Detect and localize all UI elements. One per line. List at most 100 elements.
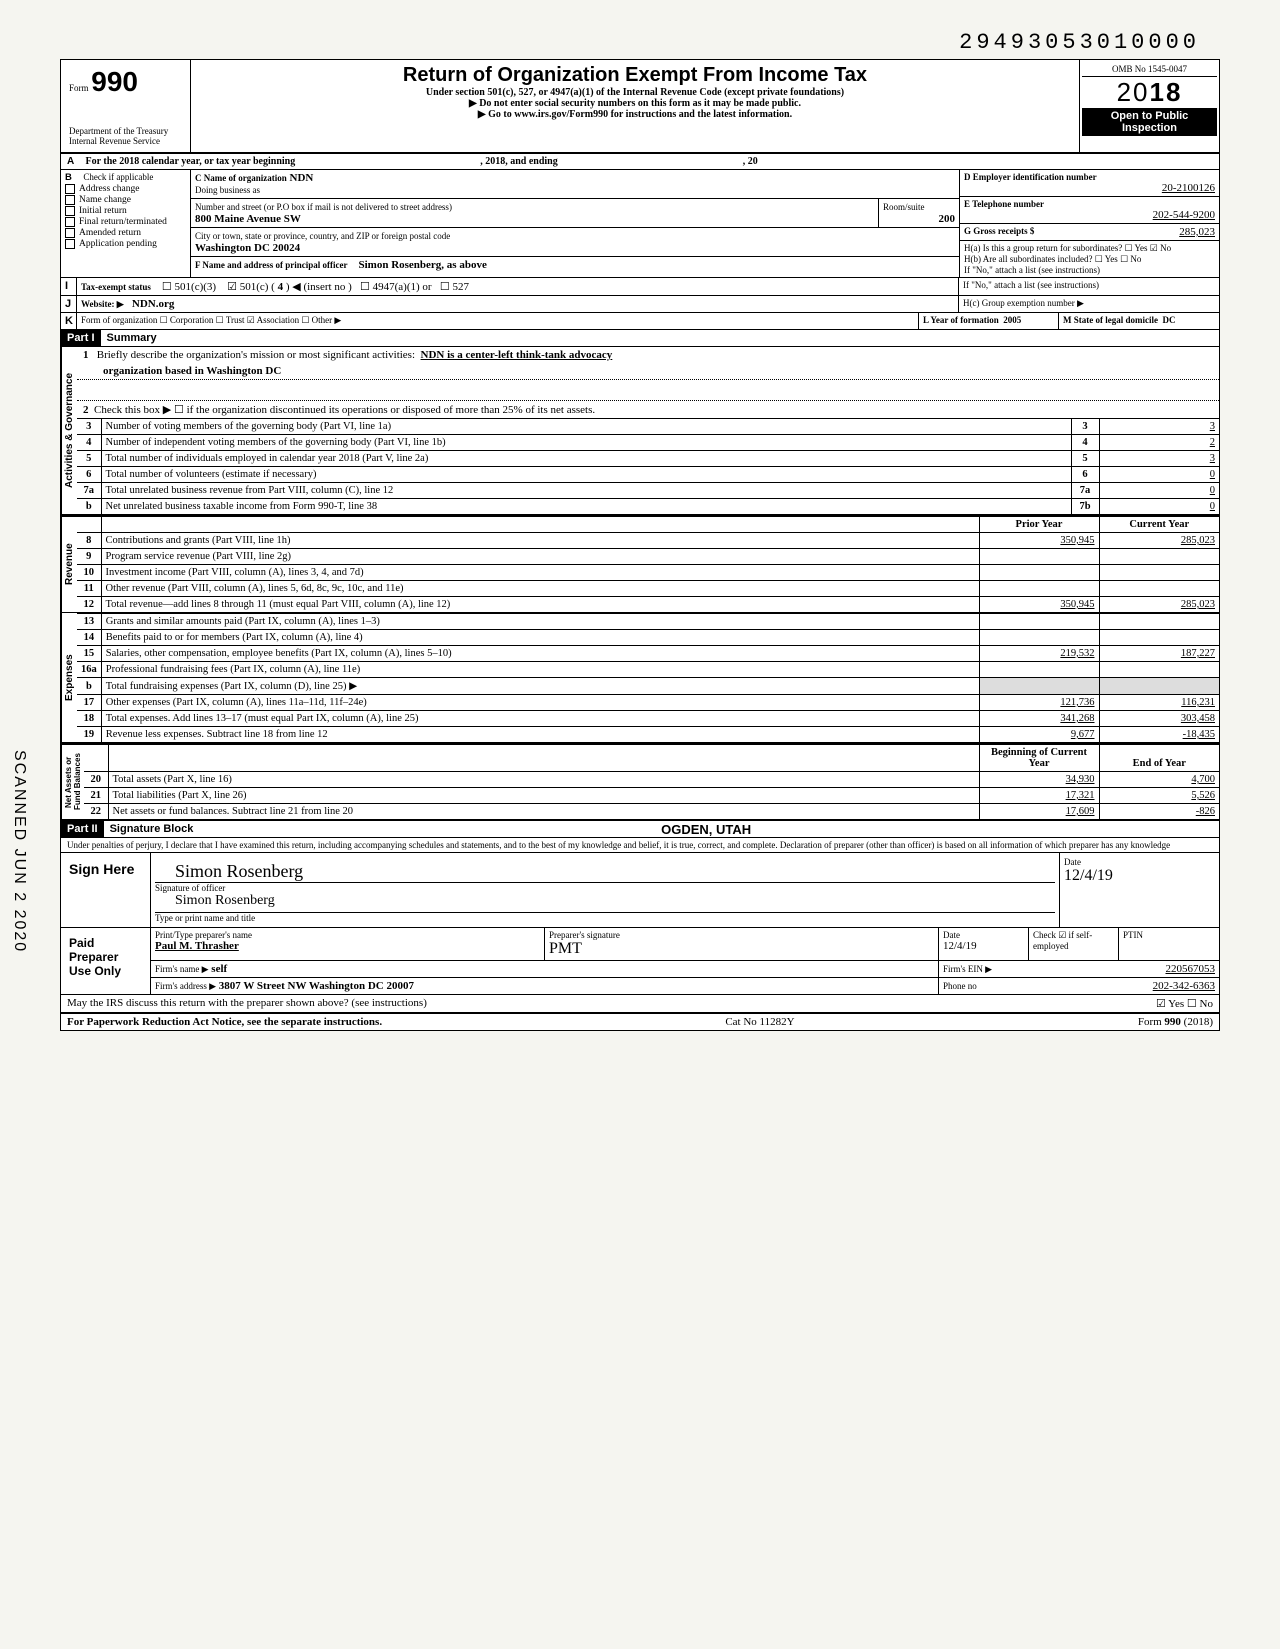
table-row: 22Net assets or fund balances. Subtract …: [84, 804, 1219, 820]
name-print-label: Type or print name and title: [155, 913, 1055, 923]
form-prefix: Form: [69, 83, 89, 93]
label-col: Total number of volunteers (estimate if …: [101, 467, 1071, 483]
val: 285,023: [1099, 597, 1219, 613]
label-col: Total fundraising expenses (Part IX, col…: [101, 678, 979, 695]
firm-name: self: [211, 963, 227, 975]
val: 4,700: [1099, 772, 1219, 788]
table-row: 18Total expenses. Add lines 13–17 (must …: [77, 711, 1219, 727]
table-row: 14Benefits paid to or for members (Part …: [77, 630, 1219, 646]
f-label: F Name and address of principal officer: [195, 260, 348, 270]
opt-trust: Trust: [226, 315, 245, 325]
ptin-label: PTIN: [1123, 930, 1215, 940]
revenue-label: Revenue: [61, 517, 77, 612]
opt-501c3: 501(c)(3): [175, 281, 217, 293]
val: [979, 678, 1099, 695]
line-a-end: , 20: [743, 156, 758, 167]
part-2-header: Part II Signature Block OGDEN, UTAH: [61, 821, 1219, 838]
chk-label: Amended return: [79, 228, 141, 238]
table-row: 21Total liabilities (Part X, line 26)17,…: [84, 788, 1219, 804]
line-i: I Tax-exempt status ☐ 501(c)(3) ☑ 501(c)…: [61, 278, 1219, 296]
sig-label: Signature of officer: [155, 883, 1055, 893]
val: [1099, 549, 1219, 565]
h-note-2: If "No," attach a list (see instructions…: [959, 278, 1219, 295]
val: 0: [1099, 483, 1219, 499]
chk-address-change[interactable]: Address change: [65, 184, 186, 194]
sign-here-block: Sign Here Simon Rosenberg Signature of o…: [61, 853, 1219, 928]
open-public-2: Inspection: [1084, 122, 1215, 134]
label-col: Program service revenue (Part VIII, line…: [101, 549, 979, 565]
city-label: City or town, state or province, country…: [195, 231, 450, 241]
tax-exempt-label: Tax-exempt status: [81, 282, 151, 292]
opt-501c: 501(c) (: [240, 281, 275, 293]
table-row: 19Revenue less expenses. Subtract line 1…: [77, 727, 1219, 743]
scanned-stamp: SCANNED JUN 2 2020: [10, 750, 28, 953]
dba-label: Doing business as: [195, 185, 260, 195]
table-row: 9Program service revenue (Part VIII, lin…: [77, 549, 1219, 565]
val: [979, 662, 1099, 678]
chk-name-change[interactable]: Name change: [65, 195, 186, 205]
sign-here-label: Sign Here: [61, 853, 151, 927]
val: 116,231: [1099, 695, 1219, 711]
val: 219,532: [979, 646, 1099, 662]
label-col: Number of independent voting members of …: [101, 435, 1071, 451]
table-row: bNet unrelated business taxable income f…: [77, 499, 1219, 515]
chk-amended[interactable]: Amended return: [65, 228, 186, 238]
footer-mid: Cat No 11282Y: [382, 1016, 1138, 1028]
prior-year-header: Prior Year: [979, 517, 1099, 533]
label-col: Salaries, other compensation, employee b…: [101, 646, 979, 662]
end-year-header: End of Year: [1099, 745, 1219, 772]
label-col: Professional fundraising fees (Part IX, …: [101, 662, 979, 678]
mission-label: Briefly describe the organization's miss…: [97, 349, 415, 361]
val: [1099, 581, 1219, 597]
chk-final-return[interactable]: Final return/terminated: [65, 217, 186, 227]
no-label: No: [1160, 243, 1171, 253]
c-name-label: C Name of organization: [195, 173, 287, 183]
table-row: 7aTotal unrelated business revenue from …: [77, 483, 1219, 499]
form-number-box: Form 990 Department of the Treasury Inte…: [61, 60, 191, 152]
label-col: Other expenses (Part IX, column (A), lin…: [101, 695, 979, 711]
activities-governance-label: Activities & Governance: [61, 347, 77, 514]
opt-527: 527: [452, 281, 469, 293]
val: [1099, 662, 1219, 678]
yes-label: Yes: [1105, 254, 1118, 264]
chk-initial-return[interactable]: Initial return: [65, 206, 186, 216]
label-col: Investment income (Part VIII, column (A)…: [101, 565, 979, 581]
chk-label: Final return/terminated: [79, 217, 167, 227]
val: [1099, 630, 1219, 646]
val: 2: [1099, 435, 1219, 451]
table-row: 5Total number of individuals employed in…: [77, 451, 1219, 467]
table-row: 15Salaries, other compensation, employee…: [77, 646, 1219, 662]
table-row: 10Investment income (Part VIII, column (…: [77, 565, 1219, 581]
discuss-no: No: [1200, 998, 1213, 1010]
firm-phone: 202-342-6363: [1153, 980, 1215, 992]
expenses-table: 13Grants and similar amounts paid (Part …: [77, 613, 1219, 742]
room-label: Room/suite: [883, 202, 925, 212]
form-org-label: Form of organization: [81, 315, 157, 325]
val: 350,945: [979, 597, 1099, 613]
val: 9,677: [979, 727, 1099, 743]
line-k: K Form of organization ☐ Corporation ☐ T…: [61, 313, 1219, 330]
line-j: J Website: ▶ NDN.org H(c) Group exemptio…: [61, 296, 1219, 313]
subtitle-2: ▶ Do not enter social security numbers o…: [197, 98, 1073, 109]
form-number: 990: [91, 66, 138, 97]
paid-preparer-label: Paid Preparer Use Only: [61, 928, 151, 994]
label-col: Contributions and grants (Part VIII, lin…: [101, 533, 979, 549]
preparer-signature: PMT: [549, 940, 934, 958]
table-row: 4Number of independent voting members of…: [77, 435, 1219, 451]
chk-application-pending[interactable]: Application pending: [65, 239, 186, 249]
ein-value: 20-2100126: [964, 182, 1215, 194]
state-domicile: DC: [1162, 315, 1175, 325]
current-year-header: Current Year: [1099, 517, 1219, 533]
val: 303,458: [1099, 711, 1219, 727]
label-col: Total liabilities (Part X, line 26): [108, 788, 979, 804]
city-value: Washington DC 20024: [195, 242, 300, 254]
ogden-stamp: OGDEN, UTAH: [193, 822, 1219, 837]
no-label: No: [1130, 254, 1141, 264]
street-address: 800 Maine Avenue SW: [195, 213, 301, 225]
opt-4947: 4947(a)(1) or: [373, 281, 432, 293]
val: 285,023: [1099, 533, 1219, 549]
table-row: 20Total assets (Part X, line 16)34,9304,…: [84, 772, 1219, 788]
val: 17,321: [979, 788, 1099, 804]
sign-date: 12/4/19: [1064, 867, 1215, 885]
val: [979, 630, 1099, 646]
